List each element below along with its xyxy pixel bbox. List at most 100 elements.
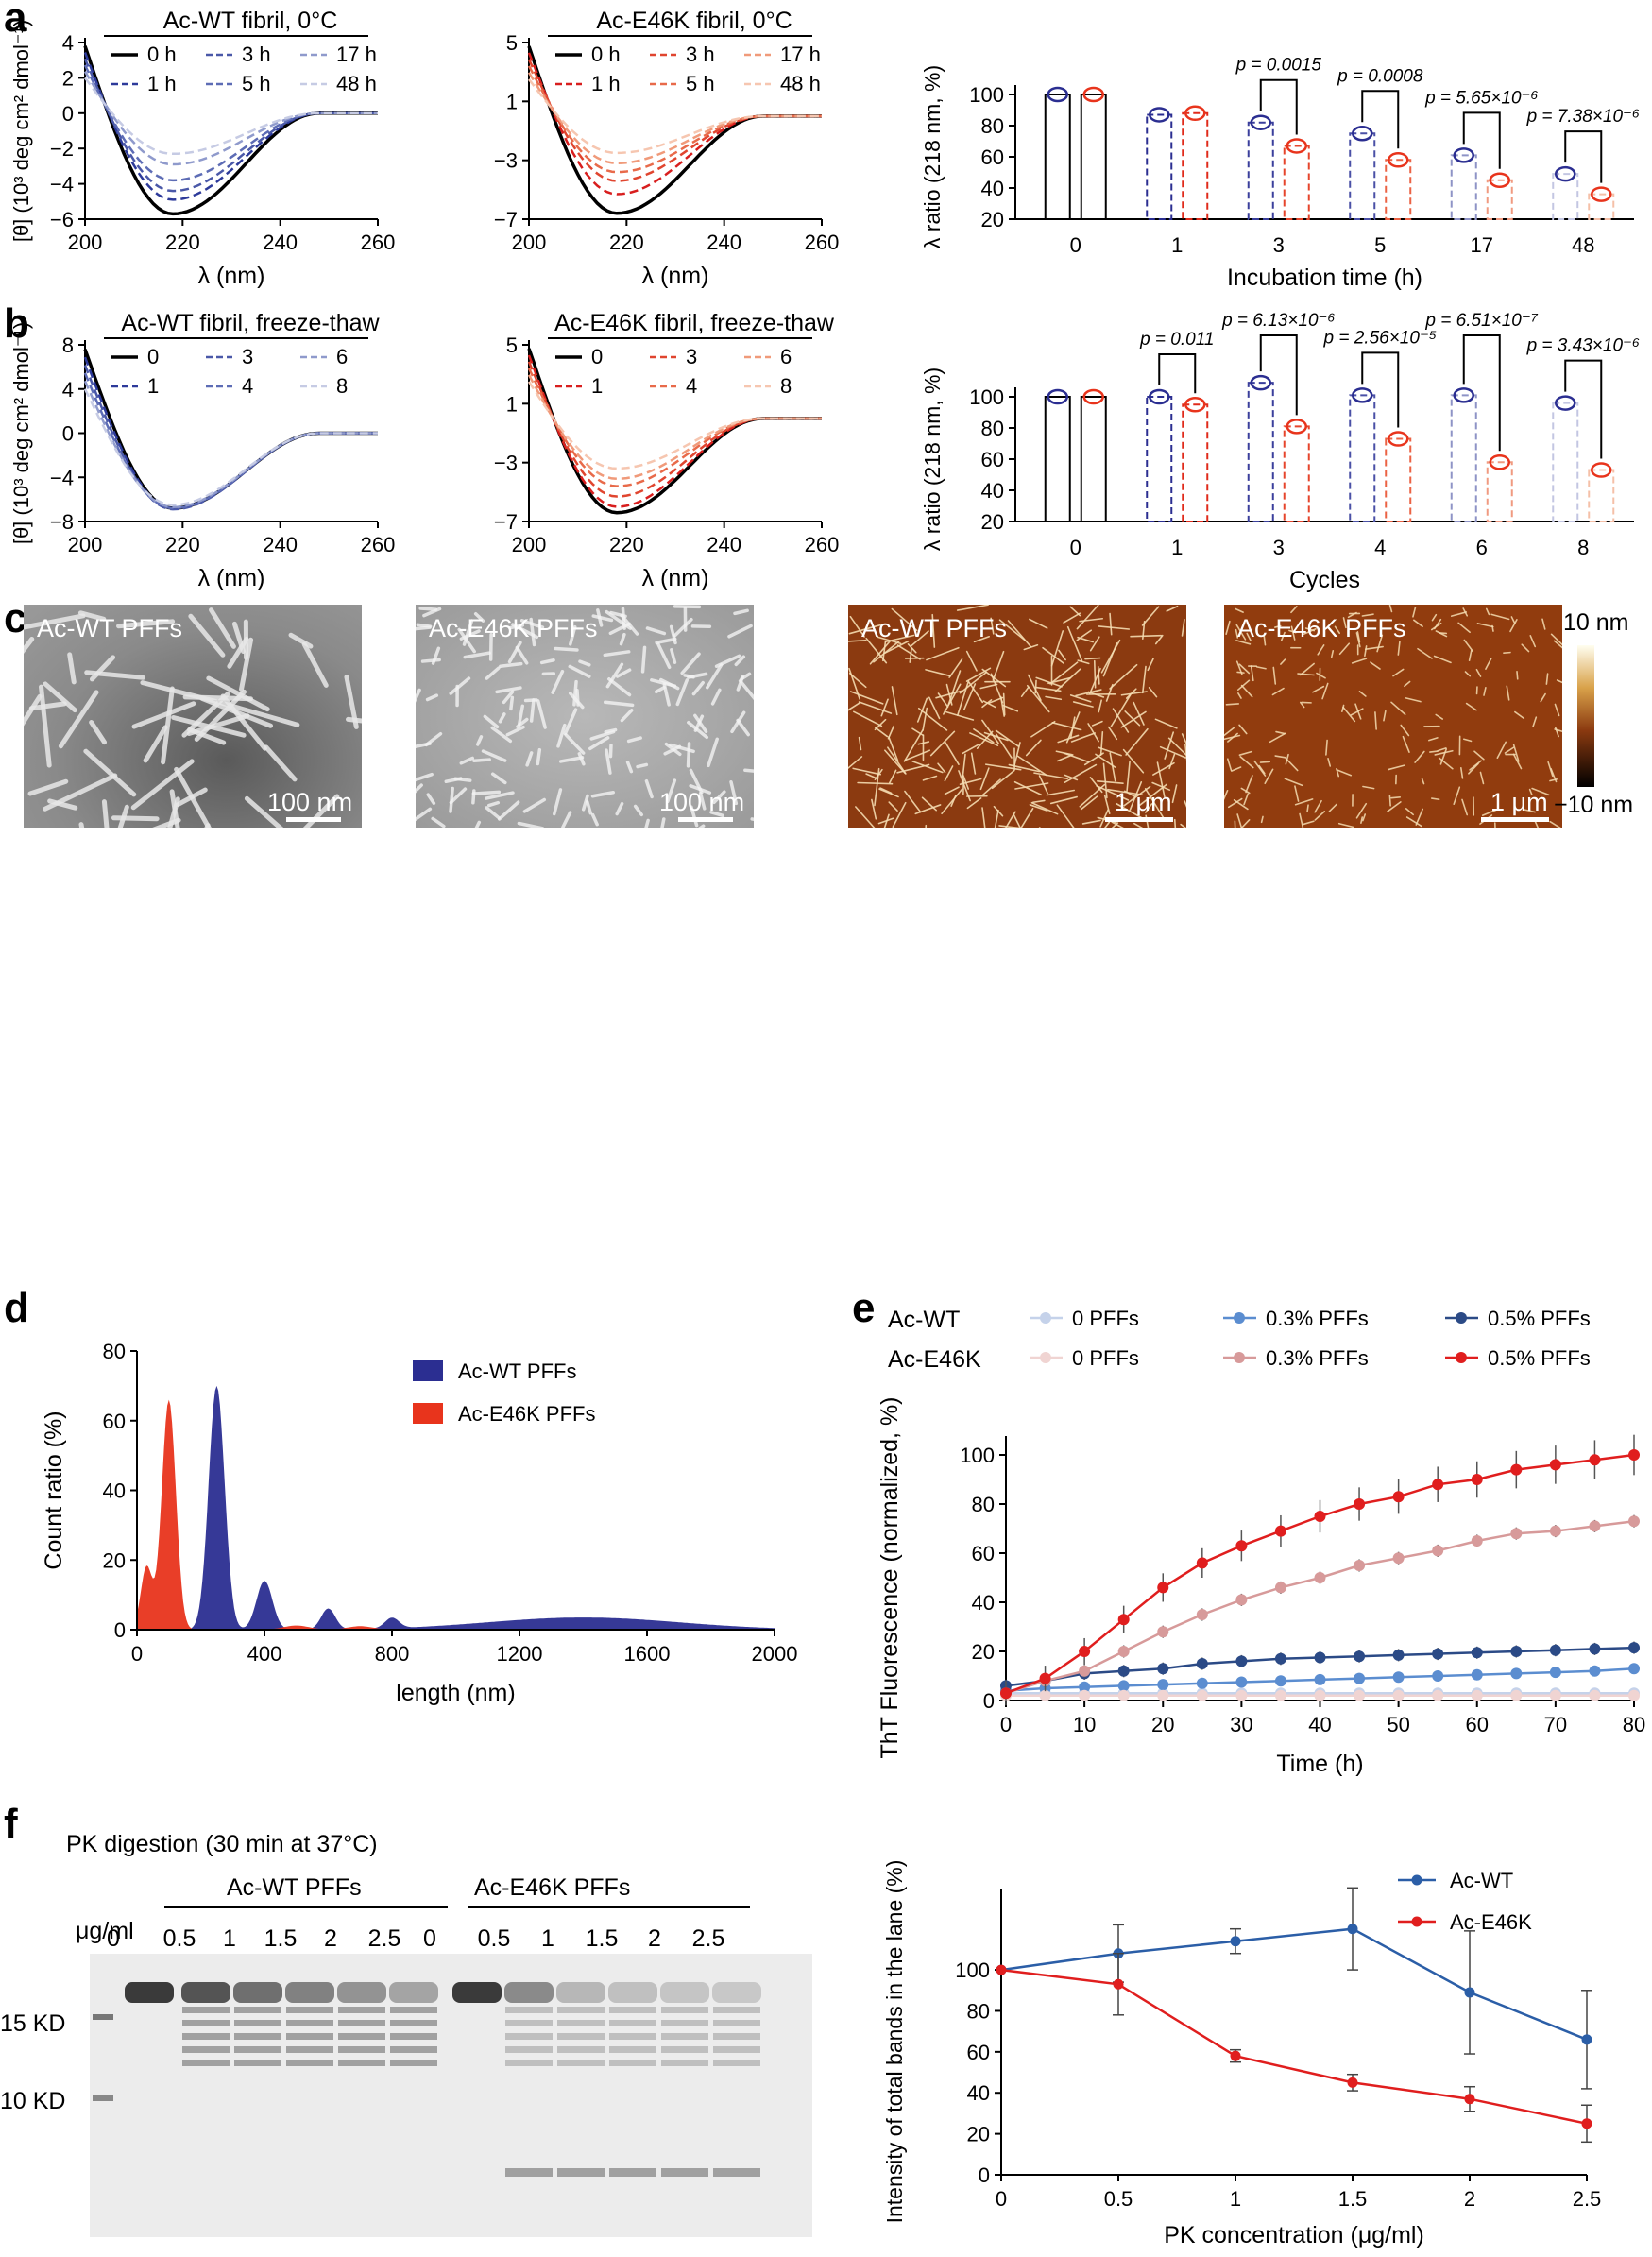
bar-wt — [1146, 113, 1173, 220]
cd-legend-label: 1 h — [147, 72, 177, 95]
e-point — [1510, 1463, 1523, 1476]
e-y-tick-label: 0 — [983, 1689, 995, 1713]
fibril-mark — [1463, 639, 1473, 653]
fibril-mark — [1076, 629, 1092, 641]
gel-unit-label: μg/ml — [76, 1918, 134, 1944]
e-point — [1589, 1643, 1601, 1655]
fibril-mark — [896, 644, 921, 660]
f-point — [996, 1964, 1007, 1975]
distribution-area-1 — [137, 1399, 775, 1630]
tem-image-wt: Ac-WT PFFs 100 nm — [24, 605, 362, 828]
fibril-mark — [1096, 785, 1130, 801]
e-point — [1628, 1663, 1640, 1675]
fibril-mark — [666, 778, 677, 804]
cd-x-tick-label: 260 — [805, 231, 840, 254]
fibril-mark — [1433, 655, 1452, 664]
fibril-mark — [884, 749, 906, 775]
cd-curve-1 — [527, 354, 822, 508]
fibril-mark — [1079, 617, 1103, 623]
e-y-tick-label: 80 — [972, 1493, 995, 1516]
d-legend-swatch — [413, 1403, 443, 1424]
fibril-mark — [956, 605, 989, 611]
fibril-mark — [1002, 692, 1006, 716]
e-legend-label: 0 PFFs — [1072, 1346, 1139, 1370]
bar-wt — [1247, 121, 1274, 220]
bar-point-e46k — [1286, 138, 1307, 154]
cd-legend-label: 48 h — [336, 72, 377, 95]
fibril-mark — [1376, 634, 1384, 653]
e-point — [1079, 1646, 1091, 1657]
bar-x-tick-label: 0 — [1070, 233, 1081, 257]
fibril-mark — [1141, 606, 1160, 626]
fibril-mark — [931, 613, 936, 648]
fibril-mark — [970, 752, 977, 775]
fibril-mark — [1069, 694, 1092, 703]
fibril-mark — [645, 626, 667, 636]
fibril-mark — [539, 658, 555, 665]
fibril-mark — [288, 632, 314, 649]
e-x-tick-label: 20 — [1151, 1713, 1174, 1736]
fibril-mark — [944, 710, 975, 721]
fibril-mark — [1473, 750, 1485, 761]
fibril-mark — [1465, 702, 1477, 711]
fibril-mark — [896, 763, 930, 774]
fibril-mark — [590, 790, 615, 798]
fibril-mark — [1030, 720, 1056, 738]
fibril-mark — [750, 817, 754, 821]
bar-wt — [1247, 382, 1274, 523]
gel-band-minor — [505, 2060, 553, 2066]
afm-fibrils-wt — [848, 605, 1186, 828]
fibril-mark — [1512, 744, 1520, 762]
f-legend-label: Ac-E46K — [1450, 1910, 1532, 1934]
fibril-mark — [1364, 645, 1368, 658]
fibril-mark — [1388, 764, 1405, 771]
p-value-label: p = 2.56×10⁻⁵ — [1323, 328, 1437, 348]
fibril-mark — [425, 693, 439, 702]
cd-x-tick-label: 260 — [805, 533, 840, 556]
fibril-mark — [925, 824, 928, 828]
fibril-mark — [892, 801, 907, 828]
fibril-mark — [1362, 813, 1367, 822]
cd-y-label: [θ] (10³ deg cm² dmol⁻¹) — [9, 20, 33, 242]
gel-band-main — [337, 1982, 386, 2003]
fibril-mark — [1362, 785, 1375, 790]
bar-wt — [1044, 396, 1071, 522]
gel-band-main — [389, 1982, 438, 2003]
e-point — [1432, 1479, 1444, 1491]
bar-point-e46k — [1489, 454, 1510, 470]
fibril-mark — [1392, 668, 1405, 677]
fibril-mark — [1338, 642, 1351, 656]
cd-x-label: λ (nm) — [642, 263, 709, 289]
fibril-mark — [1079, 783, 1106, 808]
fibril-mark — [1336, 769, 1353, 777]
d-y-tick-label: 20 — [103, 1548, 126, 1572]
fibril-mark — [219, 700, 300, 727]
fibril-mark — [1297, 673, 1315, 676]
fibril-mark — [852, 767, 882, 776]
bar-x-tick-label: 4 — [1374, 536, 1386, 559]
fibril-mark — [1541, 618, 1546, 630]
e-point — [1549, 1667, 1561, 1679]
e-point — [1235, 1689, 1248, 1701]
bar-y-label: λ ratio (218 nm, %) — [920, 65, 945, 248]
gel-lane-label: 1 — [223, 1925, 236, 1952]
e-y-tick-label: 60 — [972, 1542, 995, 1565]
fibril-mark — [888, 801, 898, 812]
cd-curve-5 — [527, 381, 822, 470]
gel-marker-10kd: 10 KD — [0, 2088, 66, 2114]
fibril-mark — [1104, 821, 1111, 828]
cd-y-tick-label: −4 — [50, 466, 74, 489]
d-y-tick-label: 60 — [103, 1410, 126, 1433]
fibril-mark — [1239, 756, 1254, 769]
fibril-mark — [1302, 820, 1315, 826]
fibril-mark — [1405, 816, 1422, 828]
fibril-mark — [675, 678, 690, 707]
fibril-mark — [239, 637, 254, 692]
bar-wt — [1552, 173, 1579, 220]
fibril-mark — [968, 681, 984, 704]
gel-band-main — [556, 1982, 605, 2003]
fibril-mark — [152, 817, 181, 828]
fibril-mark — [1049, 795, 1078, 805]
fibril-mark — [1109, 663, 1138, 690]
p-bracket — [1462, 111, 1501, 169]
